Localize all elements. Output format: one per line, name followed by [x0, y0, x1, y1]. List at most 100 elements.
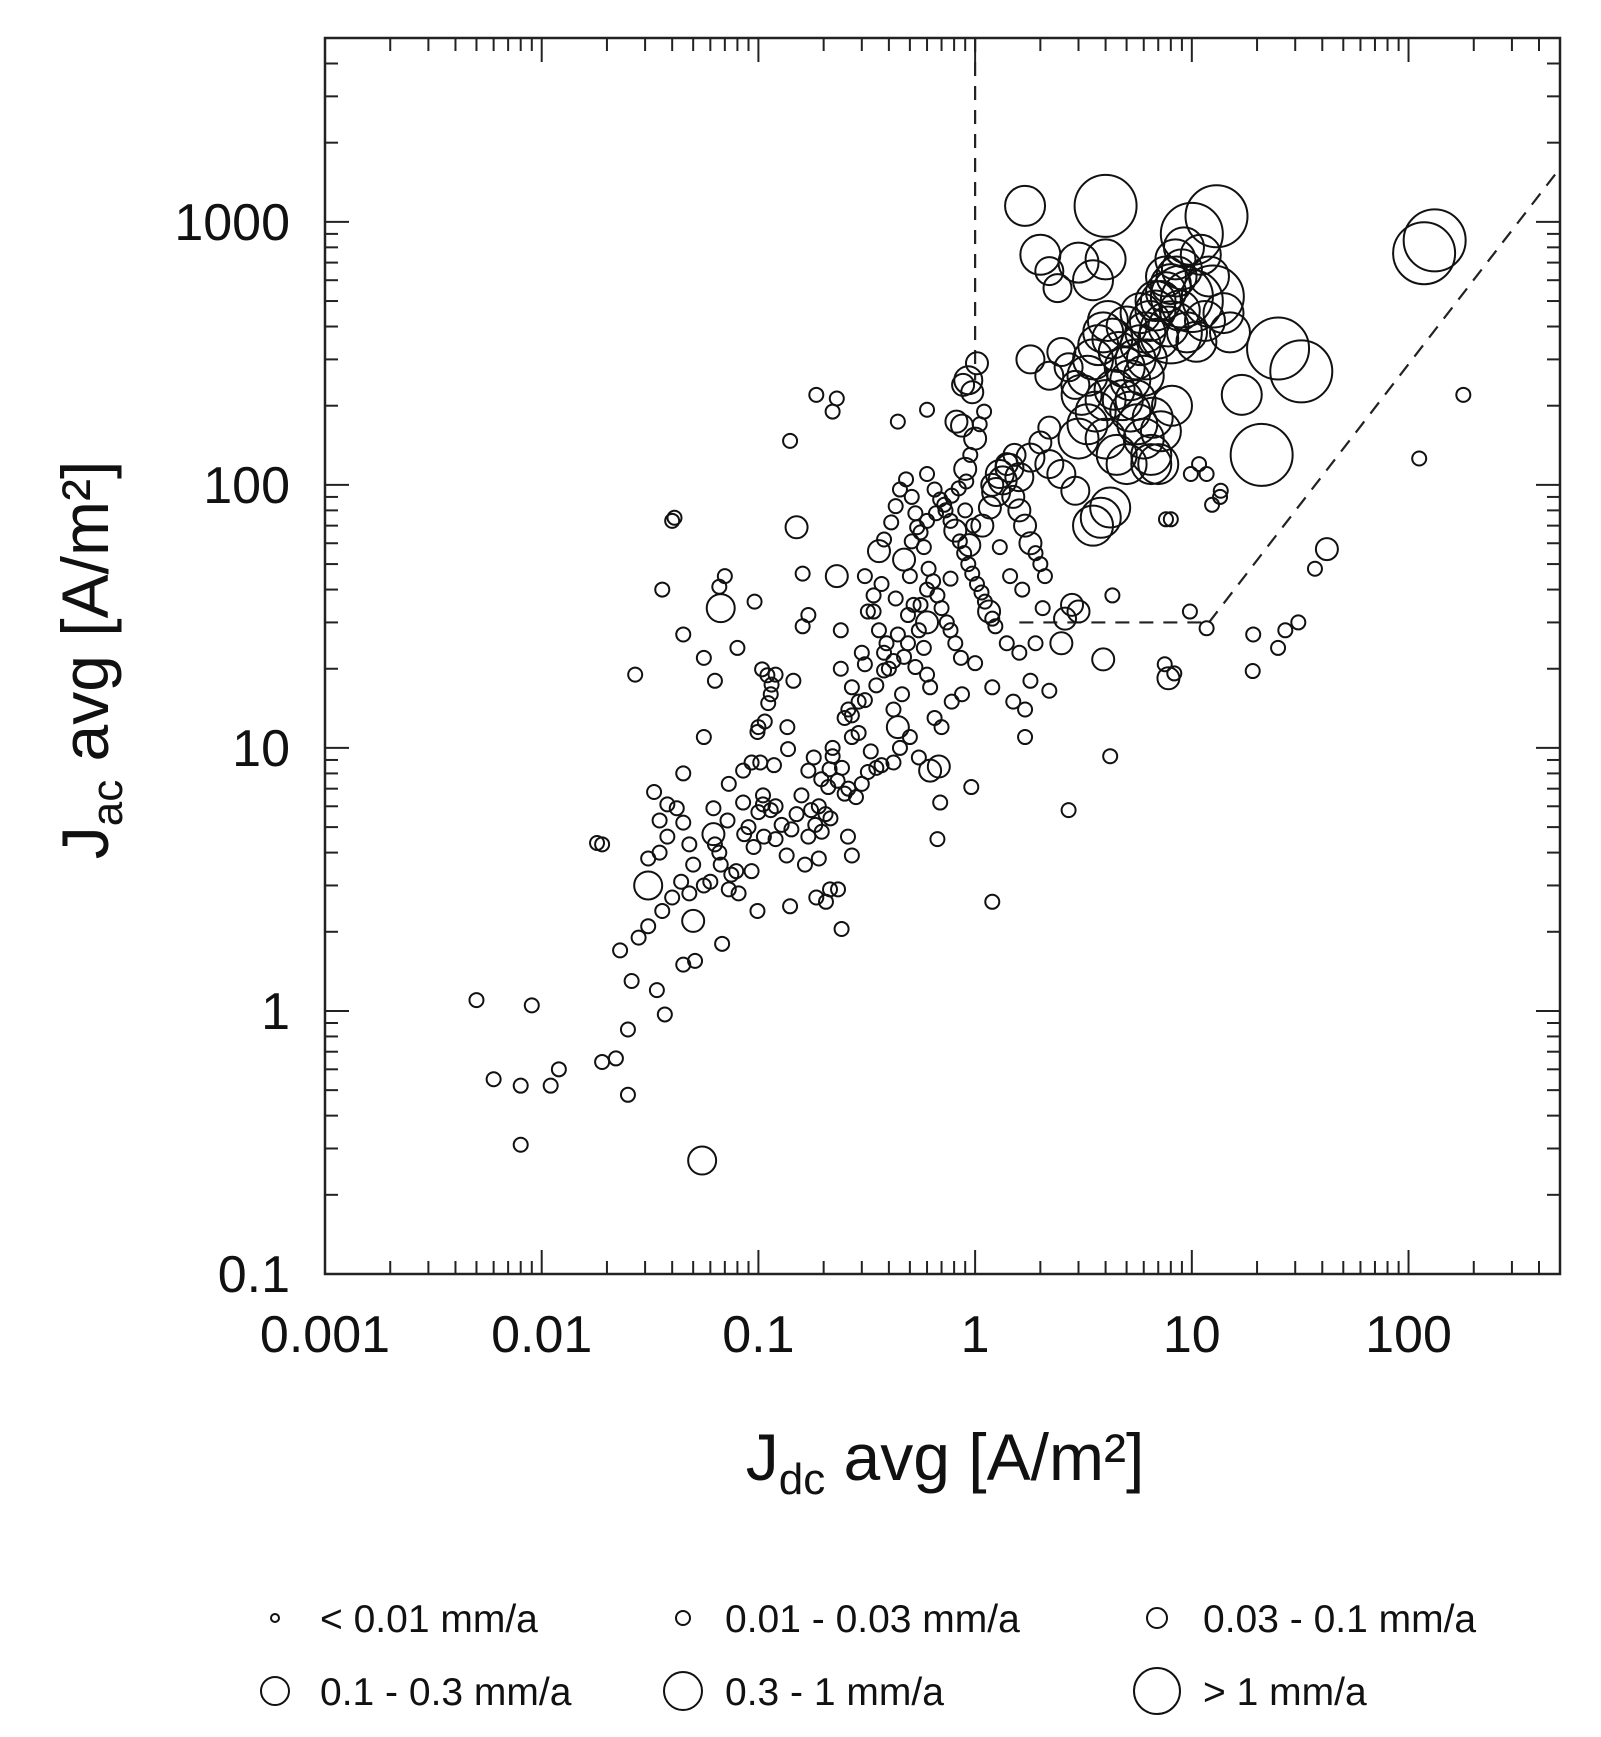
data-point: [901, 568, 918, 585]
y-tick-label: 1000: [174, 194, 290, 252]
data-point: [850, 724, 867, 741]
legend-label-3: 0.03 - 0.1 mm/a: [1203, 1598, 1476, 1641]
data-point: [654, 902, 671, 919]
guide-lines: [974, 38, 1561, 624]
data-point: [820, 779, 837, 796]
data-point: [998, 635, 1015, 652]
data-point: [919, 581, 936, 598]
data-point: [1184, 184, 1249, 249]
data-point: [794, 565, 811, 582]
data-point: [907, 659, 924, 676]
data-point: [765, 757, 782, 774]
data-point: [964, 565, 981, 582]
data-point: [947, 635, 964, 652]
y-axis-title-main: J: [48, 826, 122, 859]
data-point: [912, 596, 929, 613]
data-point: [785, 672, 802, 689]
x-tick-label: 0.1: [722, 1306, 794, 1364]
data-point: [883, 514, 900, 531]
data-point: [762, 686, 779, 703]
data-point: [1034, 600, 1051, 617]
x-axis-title-main: J: [746, 1420, 779, 1494]
data-point: [651, 844, 668, 861]
data-point: [1165, 311, 1208, 354]
data-point: [853, 644, 870, 661]
data-point: [1036, 568, 1053, 585]
x-tick-label: 0.01: [491, 1306, 592, 1364]
data-point: [1072, 259, 1115, 302]
data-point: [965, 517, 982, 534]
data-point: [681, 836, 698, 853]
data-point: [873, 575, 890, 592]
data-point: [942, 570, 959, 587]
data-point: [903, 533, 920, 550]
data-point: [675, 814, 692, 831]
data-point: [915, 610, 940, 635]
data-point: [1290, 614, 1307, 631]
data-point: [1084, 379, 1127, 422]
data-point: [1130, 443, 1173, 486]
data-point: [1057, 417, 1100, 460]
data-point: [640, 918, 657, 935]
data-point: [607, 1050, 624, 1067]
data-point: [730, 885, 747, 902]
data-point: [619, 1021, 636, 1038]
data-point: [1139, 410, 1182, 453]
data-point: [859, 763, 876, 780]
data-point: [706, 836, 723, 853]
data-point: [1005, 693, 1022, 710]
data-point: [1022, 672, 1039, 689]
x-axis-title-suffix: avg [A/m²]: [825, 1420, 1144, 1494]
data-point: [646, 783, 663, 800]
data-point: [833, 759, 850, 776]
data-point: [1060, 592, 1085, 617]
legend-label-6: > 1 mm/a: [1203, 1671, 1367, 1714]
data-point: [687, 952, 704, 969]
data-point: [1060, 369, 1091, 400]
data-point: [714, 935, 731, 952]
data-point: [756, 713, 773, 730]
data-point: [550, 1061, 567, 1078]
data-point: [810, 850, 827, 867]
data-point: [957, 533, 982, 558]
data-point: [960, 380, 985, 405]
legend-marker-5: [663, 1671, 703, 1711]
data-point: [712, 856, 729, 873]
data-point: [760, 695, 777, 712]
data-point: [695, 729, 712, 746]
tick-group: 0.001 0.01 0.1 1 10 100 0.1 1 10 100 1000: [174, 37, 1561, 1364]
data-point: [1034, 449, 1065, 480]
data-point: [1149, 264, 1214, 329]
x-tick-label: 0.001: [260, 1306, 390, 1364]
data-point: [1202, 292, 1245, 335]
data-point: [685, 856, 702, 873]
data-point: [673, 873, 690, 890]
data-point: [716, 568, 733, 585]
data-point: [740, 819, 757, 836]
data-point: [800, 607, 817, 624]
data-point: [892, 547, 917, 572]
x-axis-title: Jdc avg [A/m²]: [746, 1420, 1145, 1504]
data-point: [1157, 511, 1174, 528]
data-point: [800, 828, 817, 845]
data-point: [750, 804, 767, 821]
data-point: [901, 729, 918, 746]
data-point: [876, 531, 893, 548]
data-point: [659, 828, 676, 845]
data-point: [743, 863, 760, 880]
data-point: [1018, 531, 1043, 556]
data-point: [512, 1077, 529, 1094]
y-tick-label: 10: [232, 720, 290, 778]
data-point: [589, 835, 606, 852]
x-axis-title-subscript: dc: [779, 1455, 825, 1504]
data-point: [899, 607, 916, 624]
data-point: [735, 794, 752, 811]
legend: < 0.01 mm/a 0.01 - 0.03 mm/a 0.03 - 0.1 mm…: [260, 1598, 1476, 1715]
data-point: [1014, 581, 1031, 598]
data-point: [668, 800, 685, 817]
data-point: [1072, 504, 1115, 547]
data-point: [903, 488, 920, 505]
data-point: [720, 775, 737, 792]
data-point: [885, 653, 902, 670]
